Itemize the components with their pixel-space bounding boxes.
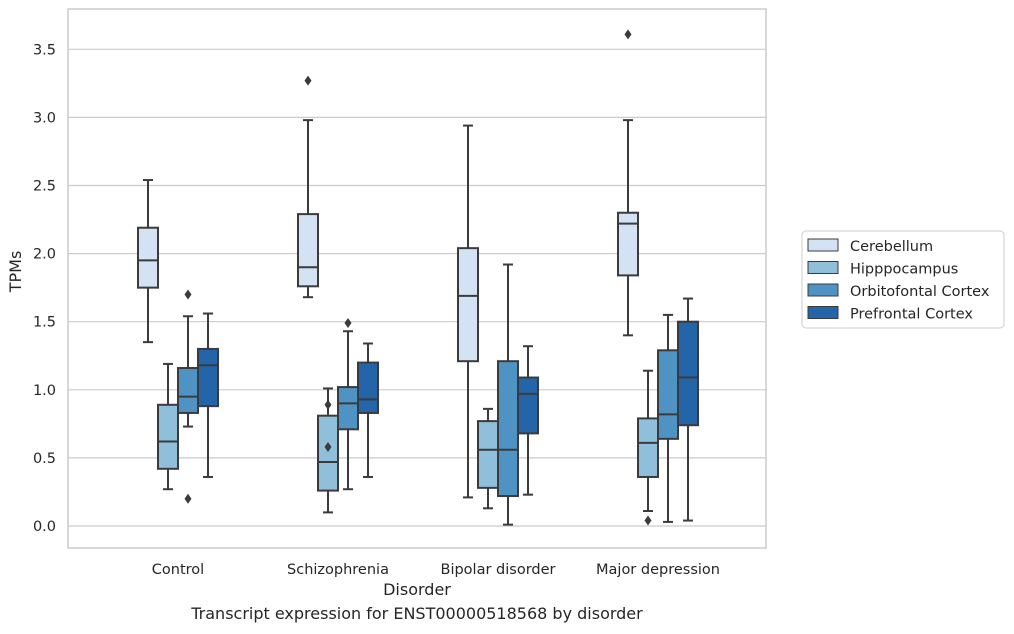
outlier-point	[344, 318, 352, 329]
legend-swatch	[807, 238, 839, 252]
legend-frame	[801, 230, 1005, 329]
y-axis-title: TPMs	[6, 251, 25, 294]
outlier-point	[624, 29, 632, 40]
box	[197, 347, 219, 408]
x-axis-title: Disorder	[383, 580, 451, 599]
box	[337, 386, 359, 431]
box	[617, 211, 639, 277]
outlier-point	[644, 515, 652, 526]
box	[517, 376, 539, 435]
box	[317, 414, 339, 492]
box	[177, 367, 199, 414]
legend-label: Prefrontal Cortex	[850, 307, 973, 323]
box	[457, 247, 479, 363]
legend-swatch	[807, 261, 839, 274]
y-tick-label: 2.5	[33, 179, 56, 195]
outlier-point	[304, 75, 312, 86]
box	[677, 320, 699, 427]
box	[137, 226, 159, 289]
x-tick-label: Major depression	[596, 562, 720, 578]
y-tick-label: 3.5	[33, 42, 56, 58]
box	[297, 213, 319, 288]
y-tick-label: 2.0	[33, 247, 56, 263]
box	[157, 403, 179, 470]
x-tick-label: Bipolar disorder	[441, 562, 556, 578]
y-tick-label: 3.0	[33, 110, 56, 126]
legend-label: Orbitofontal Cortex	[850, 284, 990, 300]
y-tick-label: 0.0	[33, 519, 56, 535]
box	[497, 360, 519, 498]
y-tick-label: 0.5	[33, 451, 56, 467]
x-tick-label: Schizophrenia	[287, 562, 389, 578]
outlier-point	[324, 399, 332, 410]
legend-label: Cerebellum	[850, 239, 933, 255]
box	[657, 349, 679, 440]
box	[637, 417, 659, 478]
box	[477, 420, 499, 489]
legend-swatch	[807, 306, 839, 319]
legend-swatch	[807, 283, 839, 297]
outlier-point	[184, 493, 192, 504]
box	[357, 361, 379, 414]
legend-label: Hipppocampus	[850, 262, 958, 278]
y-tick-label: 1.5	[33, 315, 56, 331]
figure-caption: Transcript expression for ENST0000051856…	[191, 604, 643, 623]
outlier-point	[184, 289, 192, 300]
outlier-point	[324, 442, 332, 453]
x-tick-label: Control	[152, 562, 204, 578]
plot-frame	[67, 8, 767, 549]
y-tick-label: 1.0	[33, 383, 56, 399]
